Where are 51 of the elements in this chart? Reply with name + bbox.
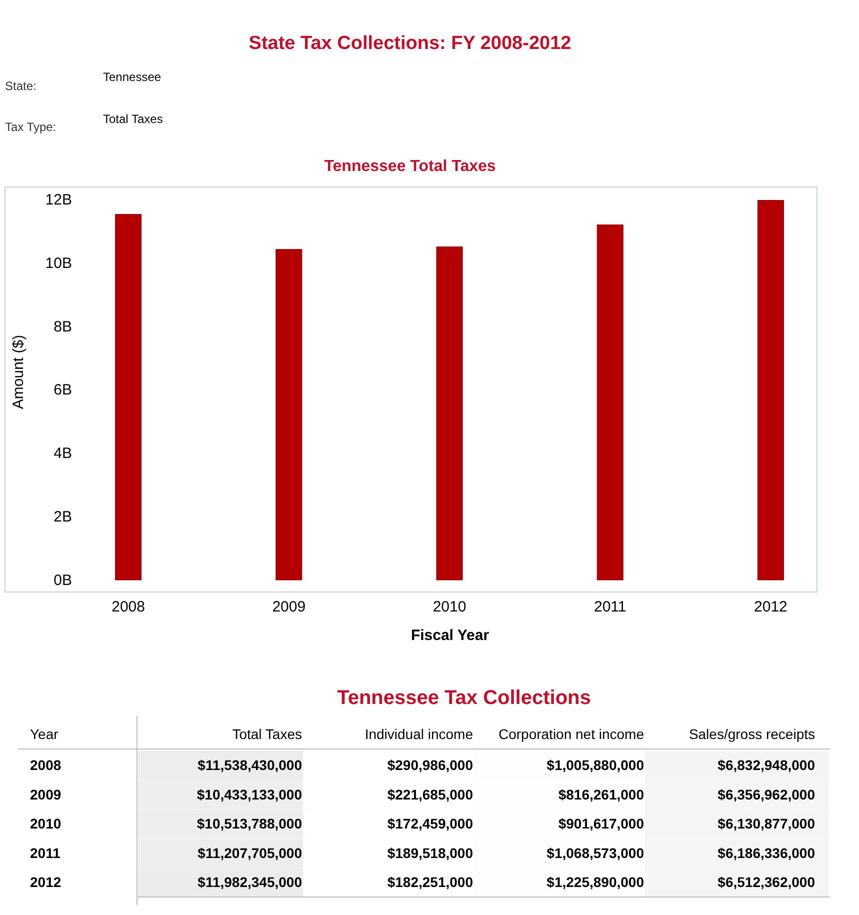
data-label: $290,986,000 xyxy=(387,757,474,773)
y-tick-label: 2011 xyxy=(30,844,61,861)
data-label: $172,459,000 xyxy=(387,816,474,832)
data-label: $11,538,430,000 xyxy=(198,757,302,773)
y-tick-label: 2010 xyxy=(30,816,62,832)
y-axis-title: Amount ($) xyxy=(10,334,27,410)
data-label: $6,186,336,000 xyxy=(718,844,816,861)
data-label: $189,518,000 xyxy=(387,844,474,861)
data-label: $6,512,362,000 xyxy=(718,874,816,890)
x-tick-label: 2008 xyxy=(112,598,145,616)
data-label: $10,433,133,000 xyxy=(196,786,302,802)
x-tick-label: Sales/gross receipts xyxy=(688,726,815,742)
data-label: $11,207,705,000 xyxy=(198,844,302,861)
data-label: $1,005,880,000 xyxy=(546,757,644,773)
y-tick-label: 4B xyxy=(54,445,72,462)
text: State: xyxy=(5,79,36,93)
data-label: $6,832,948,000 xyxy=(718,757,816,773)
x-tick-label: Individual income xyxy=(364,726,474,742)
x-tick-label: Total Taxes xyxy=(232,726,302,742)
chart-title: State Tax Collections: FY 2008-2012 xyxy=(248,33,572,54)
chart-subtitle: Tennessee Total Taxes xyxy=(324,158,496,175)
y-tick-label: 2B xyxy=(54,508,72,526)
y-tick-label: 6B xyxy=(54,382,72,399)
x-tick-label: 2010 xyxy=(432,598,466,616)
data-label: $221,685,000 xyxy=(387,786,474,802)
data-label: $10,513,788,000 xyxy=(196,816,302,832)
data-label: $6,130,877,000 xyxy=(718,816,816,832)
y-tick-label: 0B xyxy=(54,572,72,589)
data-label: $901,617,000 xyxy=(558,816,644,832)
y-tick-label: 12B xyxy=(45,191,72,208)
y-tick-label: 2008 xyxy=(30,757,62,773)
chart-title: Tennessee Tax Collections xyxy=(337,687,591,709)
y-tick-label: 2012 xyxy=(30,874,62,890)
x-tick-label: 2011 xyxy=(594,598,626,616)
y-tick-label: 8B xyxy=(54,318,72,336)
y-tick-label: 10B xyxy=(45,254,72,272)
x-tick-label: 2009 xyxy=(272,598,306,616)
data-label: $1,068,573,000 xyxy=(546,844,644,861)
x-axis-title: Fiscal Year xyxy=(410,627,490,644)
y-axis-title: Year xyxy=(30,726,59,742)
x-tick-label: 2012 xyxy=(754,598,788,616)
text: Tax Type: xyxy=(5,120,56,134)
y-tick-label: 2009 xyxy=(30,786,62,802)
data-label: $182,251,000 xyxy=(387,874,474,890)
data-label: $816,261,000 xyxy=(558,786,644,802)
data-label: $6,356,962,000 xyxy=(718,786,816,802)
data-label: $11,982,345,000 xyxy=(198,874,302,890)
text: Total Taxes xyxy=(103,112,163,126)
text: Tennessee xyxy=(103,70,162,84)
x-tick-label: Corporation net income xyxy=(498,726,644,742)
data-label: $1,225,890,000 xyxy=(546,874,644,890)
